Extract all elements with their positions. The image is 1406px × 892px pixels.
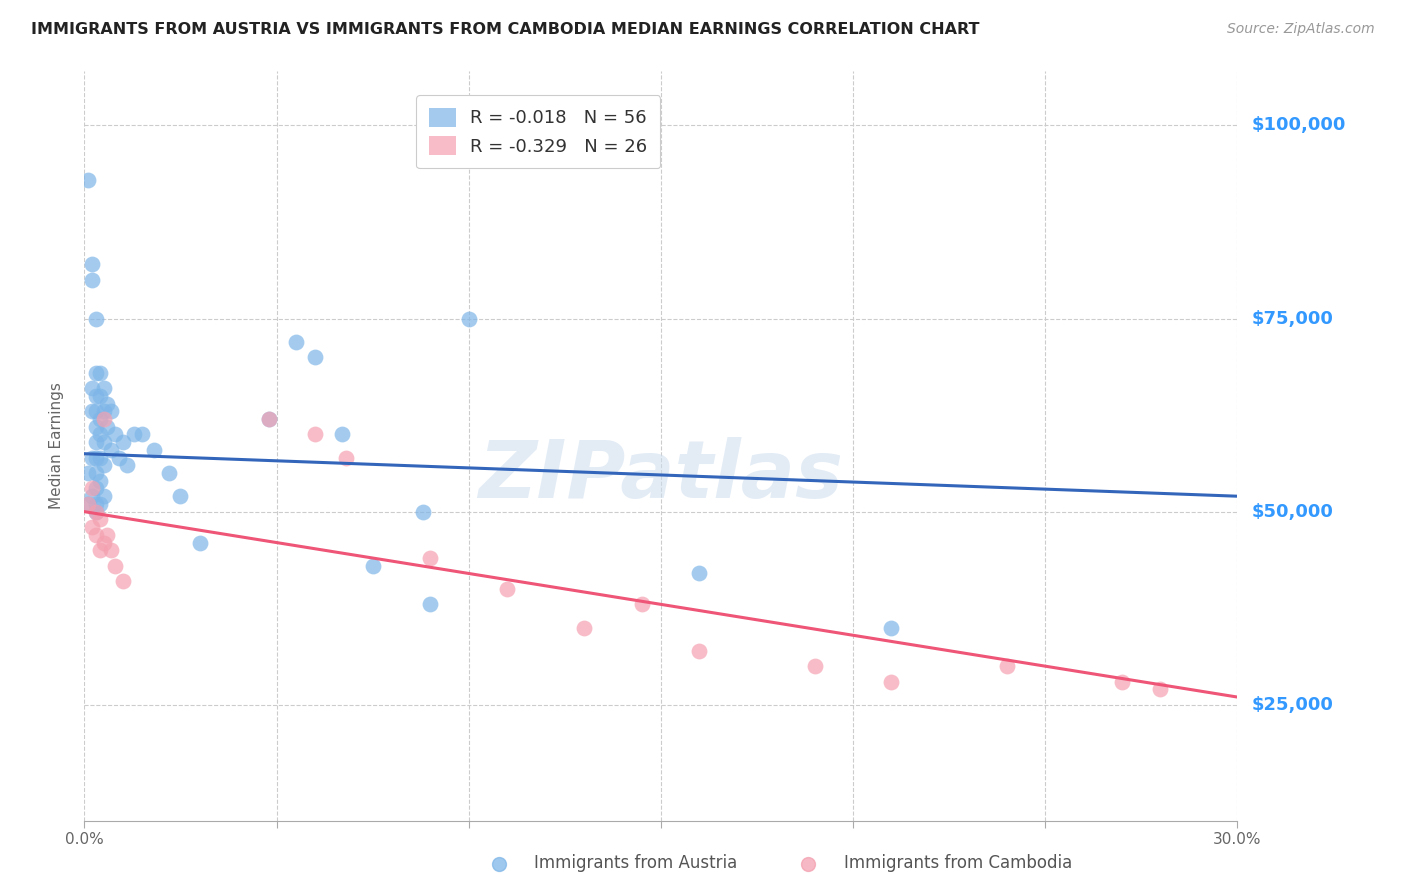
Point: [89, 497, 111, 511]
Point: [124, 427, 146, 442]
Point: [84, 404, 107, 418]
Point: [77, 497, 100, 511]
Text: $50,000: $50,000: [1251, 503, 1333, 521]
Point: [284, 334, 307, 349]
Point: [108, 450, 131, 465]
Point: [84, 311, 107, 326]
Point: [100, 442, 122, 457]
Point: [104, 558, 127, 573]
Point: [84, 528, 107, 542]
Point: [89, 450, 111, 465]
Point: [93, 458, 115, 473]
Point: [488, 857, 510, 871]
Text: ZIPatlas: ZIPatlas: [478, 437, 844, 515]
Y-axis label: Median Earnings: Median Earnings: [49, 383, 63, 509]
Point: [89, 427, 111, 442]
Point: [1111, 674, 1133, 689]
Point: [688, 566, 710, 581]
Point: [803, 659, 825, 673]
Point: [89, 512, 111, 526]
Text: Immigrants from Cambodia: Immigrants from Cambodia: [844, 855, 1071, 872]
Point: [89, 366, 111, 380]
Point: [630, 598, 652, 612]
Point: [77, 466, 100, 480]
Point: [1149, 682, 1171, 697]
Point: [496, 582, 519, 596]
Point: [111, 435, 134, 450]
Point: [995, 659, 1018, 673]
Point: [880, 674, 903, 689]
Point: [93, 412, 115, 426]
Text: IMMIGRANTS FROM AUSTRIA VS IMMIGRANTS FROM CAMBODIA MEDIAN EARNINGS CORRELATION : IMMIGRANTS FROM AUSTRIA VS IMMIGRANTS FR…: [31, 22, 980, 37]
Point: [797, 857, 820, 871]
Point: [93, 404, 115, 418]
Point: [335, 450, 357, 465]
Point: [84, 497, 107, 511]
Point: [169, 489, 191, 503]
Text: Source: ZipAtlas.com: Source: ZipAtlas.com: [1227, 22, 1375, 37]
Legend: R = -0.018   N = 56, R = -0.329   N = 26: R = -0.018 N = 56, R = -0.329 N = 26: [416, 95, 661, 169]
Point: [419, 598, 441, 612]
Point: [115, 458, 138, 473]
Point: [84, 466, 107, 480]
Point: [77, 497, 100, 511]
Point: [96, 396, 118, 410]
Point: [96, 419, 118, 434]
Point: [330, 427, 353, 442]
Point: [100, 543, 122, 558]
Point: [93, 435, 115, 450]
Point: [84, 435, 107, 450]
Point: [84, 450, 107, 465]
Point: [80, 489, 103, 503]
Point: [257, 412, 280, 426]
Point: [80, 520, 103, 534]
Point: [304, 350, 326, 364]
Point: [84, 482, 107, 496]
Point: [93, 535, 115, 549]
Point: [188, 535, 211, 549]
Point: [89, 543, 111, 558]
Point: [89, 474, 111, 488]
Text: $75,000: $75,000: [1251, 310, 1333, 327]
Text: Immigrants from Austria: Immigrants from Austria: [534, 855, 738, 872]
Point: [84, 505, 107, 519]
Point: [84, 366, 107, 380]
Point: [84, 505, 107, 519]
Point: [304, 427, 326, 442]
Point: [412, 505, 434, 519]
Point: [93, 381, 115, 395]
Point: [80, 273, 103, 287]
Point: [80, 381, 103, 395]
Point: [572, 621, 595, 635]
Point: [80, 257, 103, 271]
Point: [89, 412, 111, 426]
Point: [880, 621, 903, 635]
Point: [257, 412, 280, 426]
Point: [84, 419, 107, 434]
Point: [457, 311, 479, 326]
Point: [80, 450, 103, 465]
Point: [688, 643, 710, 657]
Text: $100,000: $100,000: [1251, 117, 1346, 135]
Point: [111, 574, 134, 589]
Point: [131, 427, 153, 442]
Point: [89, 389, 111, 403]
Point: [93, 489, 115, 503]
Point: [77, 172, 100, 186]
Point: [100, 404, 122, 418]
Point: [96, 528, 118, 542]
Text: $25,000: $25,000: [1251, 696, 1333, 714]
Point: [80, 482, 103, 496]
Point: [361, 558, 384, 573]
Point: [419, 551, 441, 566]
Point: [157, 466, 180, 480]
Point: [142, 442, 165, 457]
Point: [104, 427, 127, 442]
Point: [84, 389, 107, 403]
Point: [80, 404, 103, 418]
